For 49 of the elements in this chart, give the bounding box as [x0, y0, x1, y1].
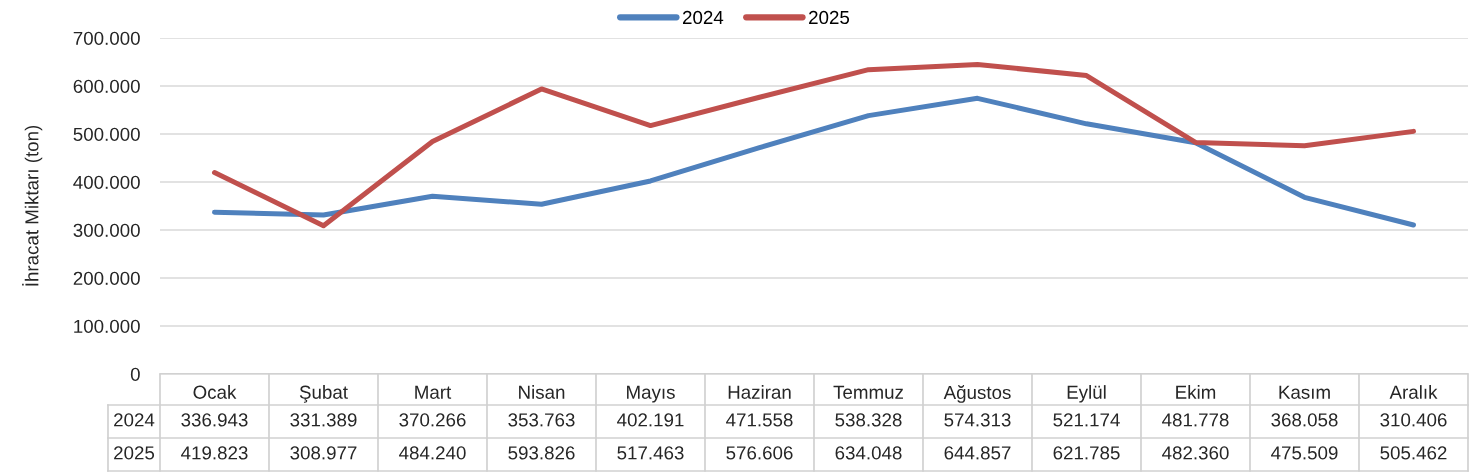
data-label: 471.558	[726, 413, 793, 427]
text: 2025	[114, 446, 155, 460]
x-tick-label: Aralık	[1389, 385, 1438, 399]
data-label: 593.826	[508, 446, 575, 460]
legend-label: 2024	[682, 10, 724, 25]
data-label: 482.360	[1162, 446, 1229, 460]
data-label: 538.328	[835, 413, 902, 427]
data-label: 336.943	[181, 413, 248, 427]
data-label: 370.266	[399, 413, 466, 427]
data-label: 576.606	[726, 446, 793, 460]
y-tick-label: 300.000	[73, 223, 140, 237]
x-tick-label: Mayıs	[627, 385, 675, 403]
y-axis-title: İhracat Miktarı (ton)	[22, 125, 43, 286]
data-label: 481.778	[1162, 413, 1229, 427]
y-tick-label: 700.000	[73, 31, 140, 45]
data-label: 574.313	[944, 413, 1011, 427]
data-label: 419.823	[181, 446, 248, 460]
y-tick-label: 500.000	[73, 127, 140, 141]
y-tick-label: 400.000	[73, 175, 140, 189]
x-tick-label: Mart	[415, 385, 452, 399]
data-label: 484.240	[399, 446, 466, 460]
data-label: 310.406	[1380, 413, 1447, 427]
data-label: 331.389	[290, 413, 357, 427]
y-tick-label: 100.000	[74, 319, 140, 333]
x-tick-label: Ağustos	[943, 385, 1011, 403]
y-tick-label: 600.000	[73, 79, 140, 93]
x-tick-label: Ocak	[193, 385, 237, 399]
data-label: 368.058	[1271, 413, 1338, 427]
data-label: 644.857	[944, 446, 1011, 460]
legend-label: 2025	[809, 10, 850, 25]
data-label: 505.462	[1380, 446, 1447, 460]
data-label: 308.977	[290, 446, 357, 460]
x-tick-label: Ekim	[1176, 385, 1216, 399]
x-tick-label: Şubat	[299, 385, 348, 403]
x-tick-label: Haziran	[728, 385, 791, 399]
y-tick-label: 200.000	[73, 271, 140, 285]
text: 2024	[114, 413, 155, 427]
data-label: 621.785	[1053, 446, 1120, 460]
data-label: 517.463	[617, 446, 684, 460]
data-label: 402.191	[617, 413, 684, 427]
data-label: 353.763	[508, 413, 575, 427]
data-label: 475.509	[1271, 446, 1338, 460]
x-tick-label: Temmuz	[833, 385, 903, 399]
x-tick-label: Nisan	[519, 385, 565, 399]
data-label: 521.174	[1053, 413, 1120, 427]
x-tick-label: Eylül	[1067, 385, 1106, 403]
x-tick-label: Kasım	[1279, 385, 1330, 399]
data-label: 634.048	[835, 446, 902, 460]
y-tick-label: 0	[130, 367, 140, 381]
